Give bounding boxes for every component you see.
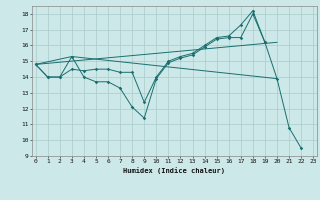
X-axis label: Humidex (Indice chaleur): Humidex (Indice chaleur) [124, 167, 225, 174]
